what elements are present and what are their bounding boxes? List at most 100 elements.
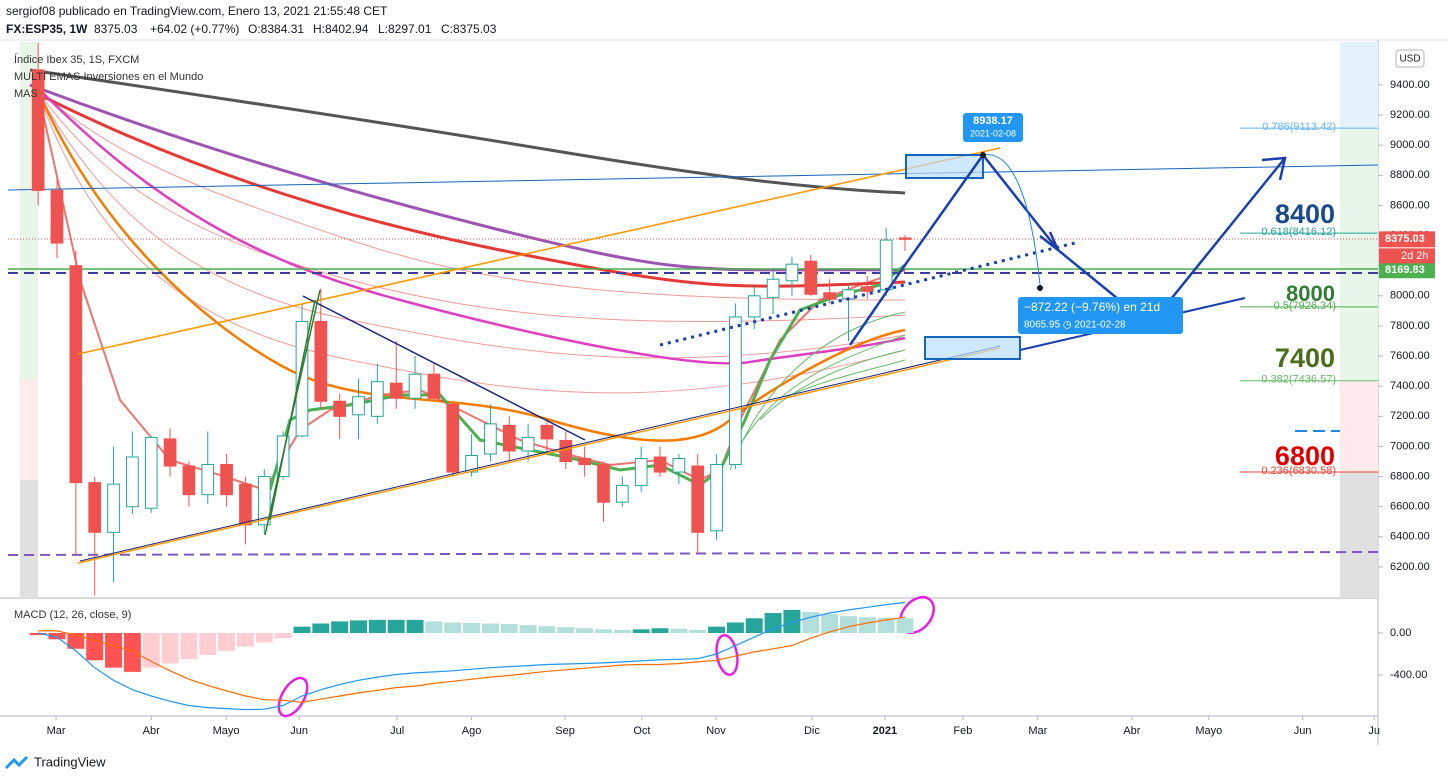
- candle-body: [710, 464, 723, 532]
- x-tick-label: Feb: [953, 725, 972, 737]
- candle-body: [502, 424, 516, 452]
- brand: TradingView: [34, 754, 106, 769]
- macd-bar: [293, 626, 311, 633]
- highlight: [277, 676, 309, 718]
- macd-bar: [557, 627, 575, 633]
- publisher: sergiof08 publicado en TradingView.com, …: [6, 4, 388, 18]
- left-band: [20, 480, 38, 598]
- candle-body: [427, 373, 441, 399]
- x-tick-label: Nov: [706, 725, 726, 737]
- measure-line: [982, 154, 1041, 286]
- candles: [31, 42, 912, 596]
- macd-bar: [387, 619, 405, 633]
- y-tick-label: 7800.00: [1390, 320, 1430, 332]
- x-tick-label: Mar: [1028, 725, 1047, 737]
- level-label: 8400: [1275, 199, 1335, 229]
- ema-line: [39, 97, 906, 394]
- ema-line: [39, 91, 906, 301]
- candle-body: [389, 382, 403, 399]
- y-tick-label: 7600.00: [1390, 350, 1430, 362]
- candle-body: [597, 464, 610, 503]
- macd-bar: [538, 626, 556, 633]
- trend-line: [77, 347, 1001, 564]
- macd-bar: [236, 632, 254, 647]
- trend-line: [302, 295, 586, 441]
- candle-body: [521, 436, 535, 452]
- macd-bar: [896, 618, 914, 633]
- candle-body: [785, 263, 799, 282]
- legend-symbol: Índice Ibex 35, 1S, FXCM: [14, 53, 139, 66]
- ema-line: [39, 93, 906, 288]
- last-price: 8375.03: [94, 22, 138, 36]
- candle-body: [239, 483, 252, 526]
- ema-line: [38, 94, 906, 442]
- trend-line: [79, 345, 1001, 562]
- macd-bar: [368, 619, 386, 633]
- level-label: 7400: [1275, 343, 1335, 373]
- candle-body: [823, 292, 836, 300]
- macd-bar: [199, 632, 217, 656]
- candle-body: [69, 265, 83, 484]
- ema-line: [29, 83, 906, 272]
- currency: USD: [1399, 54, 1420, 65]
- right-band: [1340, 42, 1378, 128]
- macd-bar: [877, 617, 895, 633]
- logo: [4, 755, 29, 770]
- y-tick-label: 9000.00: [1390, 139, 1430, 151]
- candle-body: [653, 456, 667, 473]
- macd-bar: [839, 616, 857, 633]
- x-tick-label: Jun: [1294, 725, 1312, 737]
- candle-body: [182, 465, 196, 496]
- price-tag-label: 8169.83: [1385, 264, 1425, 276]
- candle-body: [804, 260, 818, 295]
- candle-body: [615, 485, 629, 503]
- price-tag: [1379, 231, 1435, 248]
- macd-bar: [161, 632, 179, 664]
- y-tick-label: 6200.00: [1390, 561, 1430, 573]
- price-tag: [1379, 262, 1435, 279]
- candle-body: [634, 458, 648, 487]
- candle-body: [144, 436, 158, 509]
- y-tick-label: 6400.00: [1390, 531, 1430, 543]
- macd-bar: [670, 628, 688, 633]
- candle-body: [201, 464, 215, 496]
- candle-body: [31, 69, 45, 191]
- x-tick-label: Abr: [143, 725, 160, 737]
- y-tick-label: 7000.00: [1390, 440, 1430, 452]
- macd-bar: [86, 632, 104, 661]
- currency-box[interactable]: [1395, 49, 1425, 68]
- callout-change: −872.22 (−9.76%) en 21d: [1024, 300, 1160, 314]
- macd-bar: [142, 632, 160, 668]
- macd-bar: [218, 632, 236, 651]
- legend-indicator: MULTI EMAS Inversiones en el Mundo: [14, 71, 203, 83]
- y-tick-label: 6600.00: [1390, 501, 1430, 513]
- fib-label: 0.382(7436.57): [1261, 374, 1336, 386]
- x-tick-label: 2021: [873, 725, 897, 737]
- left-band: [20, 380, 38, 480]
- price-tag-label: 8375.03: [1385, 233, 1425, 245]
- right-band: [1340, 380, 1378, 472]
- candle-body: [747, 295, 761, 318]
- x-tick-label: Mayo: [1195, 725, 1222, 737]
- macd-bar: [500, 624, 518, 633]
- macd-bar: [632, 629, 650, 633]
- macd-bar: [331, 621, 349, 633]
- x-tick-label: Ju: [1368, 725, 1380, 737]
- macd-bar: [745, 618, 763, 633]
- y-tick-label: 7400.00: [1390, 380, 1430, 392]
- macd-bar: [425, 621, 443, 633]
- box: [924, 336, 1021, 360]
- macd-bar: [858, 617, 876, 633]
- x-tick-label: Abr: [1123, 725, 1140, 737]
- level-label: 8000: [1286, 281, 1335, 306]
- candle-body: [88, 482, 102, 533]
- macd-bar: [576, 628, 594, 633]
- fib-label: 0.786(9113.42): [1262, 121, 1336, 133]
- ema-line: [39, 93, 906, 323]
- y-tick-label: 9200.00: [1390, 109, 1430, 121]
- macd-bar: [29, 632, 47, 636]
- y-tick-label: 0.00: [1390, 627, 1411, 639]
- candle-body: [333, 400, 347, 417]
- highlight: [715, 633, 739, 677]
